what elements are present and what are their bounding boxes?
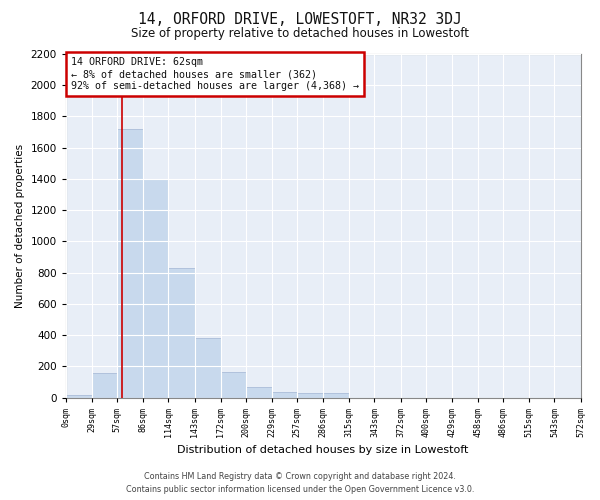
- Bar: [297, 393, 323, 398]
- Bar: [66, 396, 92, 398]
- Bar: [221, 372, 246, 398]
- Bar: [117, 129, 143, 398]
- Y-axis label: Number of detached properties: Number of detached properties: [15, 144, 25, 308]
- Bar: [169, 268, 194, 398]
- Bar: [194, 338, 221, 398]
- Bar: [323, 393, 349, 398]
- Text: 14 ORFORD DRIVE: 62sqm
← 8% of detached houses are smaller (362)
92% of semi-det: 14 ORFORD DRIVE: 62sqm ← 8% of detached …: [71, 58, 359, 90]
- X-axis label: Distribution of detached houses by size in Lowestoft: Distribution of detached houses by size …: [178, 445, 469, 455]
- Text: Size of property relative to detached houses in Lowestoft: Size of property relative to detached ho…: [131, 28, 469, 40]
- Text: Contains HM Land Registry data © Crown copyright and database right 2024.
Contai: Contains HM Land Registry data © Crown c…: [126, 472, 474, 494]
- Text: 14, ORFORD DRIVE, LOWESTOFT, NR32 3DJ: 14, ORFORD DRIVE, LOWESTOFT, NR32 3DJ: [138, 12, 462, 28]
- Bar: [143, 179, 169, 398]
- Bar: [246, 388, 272, 398]
- Bar: [272, 392, 297, 398]
- Bar: [92, 374, 117, 398]
